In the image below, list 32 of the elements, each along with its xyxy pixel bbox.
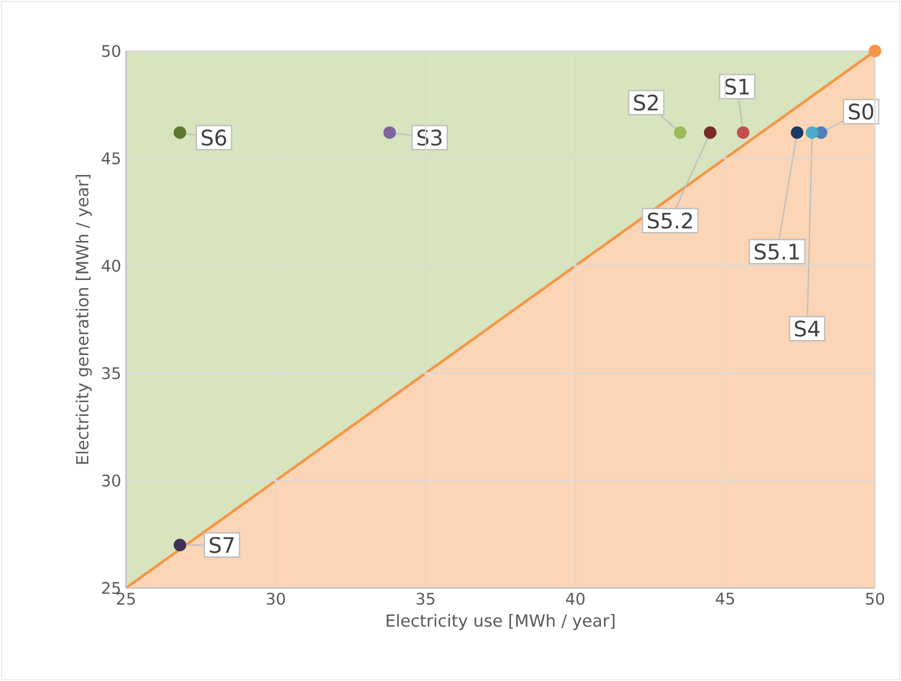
series-label: S0 <box>848 104 874 120</box>
x-tick-label: 35 <box>416 592 434 605</box>
point <box>383 126 396 139</box>
text: S5.2 <box>648 212 692 229</box>
x-axis-title: Electricity use [MWh / year] <box>386 614 614 630</box>
point <box>674 126 687 139</box>
y-tick-label: 25 <box>102 582 120 594</box>
x-tick-label: 30 <box>266 592 285 605</box>
x-tick-label: 45 <box>716 592 734 605</box>
x-tick-label: 50 <box>866 592 884 605</box>
y-tick-label: 50 <box>102 44 120 58</box>
series-label: S1 <box>725 78 749 95</box>
point <box>806 126 818 139</box>
point <box>736 126 750 139</box>
series-label: S6 <box>202 130 226 146</box>
point <box>174 126 186 139</box>
x-tick-label: 25 <box>116 592 135 605</box>
point <box>704 126 716 139</box>
text: S4 <box>794 320 820 337</box>
series-label: S2 <box>634 94 658 111</box>
series-label: S3 <box>417 130 442 146</box>
point <box>868 44 882 58</box>
x-tick-label: 40 <box>566 592 585 605</box>
y-tick-label: 45 <box>102 152 120 164</box>
series-label: S7 <box>210 536 234 554</box>
y-tick-label: 40 <box>102 260 120 272</box>
point <box>790 126 804 139</box>
y-axis-title: Electricity generation [MWh / year] <box>76 174 92 464</box>
text: S5.1 <box>754 244 799 260</box>
point <box>174 538 186 552</box>
y-tick-label: 30 <box>102 474 120 487</box>
y-tick-label: 35 <box>102 367 120 380</box>
